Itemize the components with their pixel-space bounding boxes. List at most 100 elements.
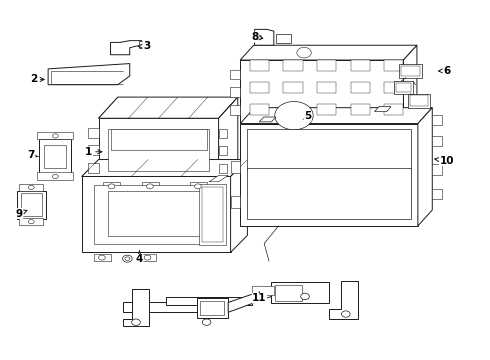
Bar <box>394 81 413 94</box>
Bar <box>384 60 403 71</box>
Bar <box>410 95 428 106</box>
Circle shape <box>301 293 309 300</box>
Bar <box>88 163 98 173</box>
Bar <box>317 82 336 93</box>
Bar <box>283 82 303 93</box>
Bar <box>283 60 303 71</box>
Circle shape <box>98 255 105 260</box>
Bar <box>108 129 209 171</box>
Polygon shape <box>259 117 276 122</box>
Bar <box>88 145 98 155</box>
Bar <box>21 193 42 216</box>
Bar <box>351 104 370 115</box>
Bar <box>37 132 73 139</box>
Bar <box>108 190 202 237</box>
Polygon shape <box>98 97 238 118</box>
Polygon shape <box>94 254 111 261</box>
Bar <box>219 164 227 173</box>
Circle shape <box>202 319 211 325</box>
Bar <box>432 164 442 175</box>
Bar <box>317 60 336 71</box>
Bar <box>199 184 226 245</box>
Circle shape <box>125 257 130 260</box>
Bar <box>230 69 240 80</box>
Bar <box>88 128 98 138</box>
Polygon shape <box>190 182 207 190</box>
Circle shape <box>52 174 58 179</box>
Polygon shape <box>240 45 417 60</box>
Polygon shape <box>142 182 159 190</box>
Bar <box>250 60 269 71</box>
Bar <box>250 104 269 115</box>
Bar <box>230 105 240 115</box>
Circle shape <box>52 134 58 138</box>
Bar <box>240 60 403 122</box>
Circle shape <box>255 35 262 40</box>
Bar <box>94 185 219 243</box>
Bar <box>19 184 43 190</box>
Text: 2: 2 <box>30 75 44 85</box>
Bar <box>432 115 442 125</box>
Bar <box>317 104 336 115</box>
Bar <box>231 196 240 208</box>
Bar <box>432 189 442 199</box>
Bar <box>432 136 442 147</box>
Polygon shape <box>122 289 149 327</box>
Polygon shape <box>375 107 391 112</box>
Polygon shape <box>48 64 130 85</box>
Bar <box>82 176 231 252</box>
Text: 10: 10 <box>435 156 454 166</box>
Polygon shape <box>40 139 71 173</box>
Bar <box>351 82 370 93</box>
Polygon shape <box>375 107 391 112</box>
Bar <box>37 172 73 180</box>
Circle shape <box>195 184 201 189</box>
Polygon shape <box>255 30 274 45</box>
Bar <box>283 104 303 115</box>
Polygon shape <box>240 108 432 123</box>
Circle shape <box>144 255 151 260</box>
Text: 3: 3 <box>138 41 150 51</box>
Text: 9: 9 <box>16 208 27 219</box>
Bar <box>276 33 291 44</box>
Bar <box>231 161 240 173</box>
Bar <box>166 297 252 305</box>
Polygon shape <box>82 159 247 176</box>
Polygon shape <box>403 45 417 122</box>
Bar <box>44 145 66 168</box>
Text: 6: 6 <box>439 66 450 76</box>
Polygon shape <box>219 97 238 180</box>
Bar <box>396 83 411 92</box>
Circle shape <box>28 185 34 189</box>
Polygon shape <box>139 254 156 261</box>
Bar <box>401 66 420 76</box>
Bar <box>17 190 46 219</box>
Bar <box>98 118 219 180</box>
Bar <box>219 129 227 138</box>
Bar <box>250 82 269 93</box>
Bar <box>408 94 430 108</box>
Text: 8: 8 <box>251 32 263 42</box>
Circle shape <box>275 102 313 130</box>
Circle shape <box>342 311 350 317</box>
Polygon shape <box>329 280 358 319</box>
Circle shape <box>122 255 132 262</box>
Text: 1: 1 <box>85 147 102 157</box>
Polygon shape <box>231 159 247 252</box>
Polygon shape <box>209 175 228 182</box>
Polygon shape <box>139 41 147 48</box>
Bar <box>240 123 418 226</box>
Bar <box>247 129 411 170</box>
Bar <box>19 218 43 225</box>
Polygon shape <box>259 117 276 122</box>
Bar <box>200 301 224 315</box>
Bar <box>122 302 219 312</box>
Bar <box>197 298 228 318</box>
Polygon shape <box>228 288 271 312</box>
Text: 4: 4 <box>136 251 143 264</box>
Polygon shape <box>111 41 142 55</box>
Text: 11: 11 <box>252 292 267 303</box>
Bar <box>384 104 403 115</box>
Bar <box>230 87 240 97</box>
Bar <box>351 60 370 71</box>
